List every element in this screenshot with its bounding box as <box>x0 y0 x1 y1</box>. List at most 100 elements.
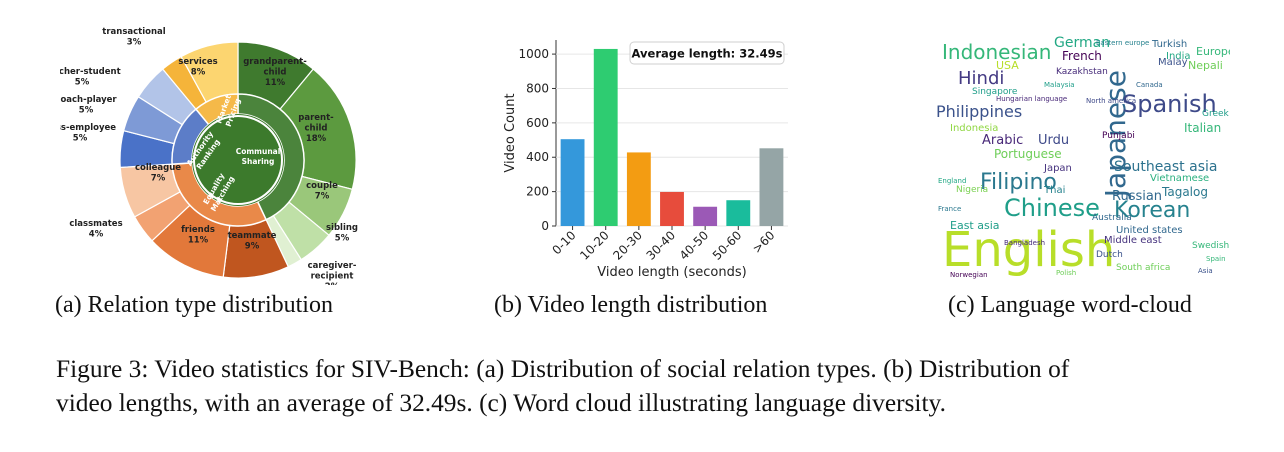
word-united-states: United states <box>1116 225 1183 236</box>
x-tick-label: 40-50 <box>677 228 712 263</box>
slice-percent-teammate: 9% <box>245 242 260 252</box>
bar-40-50 <box>693 206 718 226</box>
slice-percent-transactional: 3% <box>127 38 142 48</box>
word-polish: Polish <box>1056 269 1077 277</box>
slice-label-teammate: teammate <box>228 231 277 241</box>
word-england: England <box>938 177 967 185</box>
word-chinese: Chinese <box>1004 194 1100 222</box>
y-tick-label: 0 <box>541 219 549 233</box>
word-east-asia: East asia <box>950 219 1000 232</box>
word-singapore: Singapore <box>972 87 1018 97</box>
word-russian: Russian <box>1112 189 1163 204</box>
word-malay: Malay <box>1158 57 1188 68</box>
slice-label-sibling: sibling <box>326 223 358 233</box>
slice-label-grandparent-child: child <box>263 68 286 78</box>
slice-percent-colleague: 7% <box>151 174 166 184</box>
figure-caption: Figure 3: Video statistics for SIV-Bench… <box>56 352 1246 420</box>
slice-label-teacher-student: teacher-student <box>60 67 121 77</box>
word-arabic: Arabic <box>982 133 1024 148</box>
slice-percent-grandparent-child: 11% <box>265 78 286 88</box>
word-tagalog: Tagalog <box>1162 185 1208 199</box>
group-label-communal-sharing: Communal <box>236 147 281 156</box>
word-vietnamese: Vietnamese <box>1150 173 1210 184</box>
relation-donut-panel: Market Pricing Authority Ranking Equality Mat… <box>43 20 380 292</box>
word-swedish: Swedish <box>1192 241 1230 251</box>
word-korean: Korean <box>1114 198 1191 223</box>
x-tick-label: 20-30 <box>610 228 645 263</box>
slice-percent-coach-player: 5% <box>79 106 94 116</box>
word-german: German <box>1054 36 1111 51</box>
word-asia: Asia <box>1198 267 1213 275</box>
donut-core-ring <box>193 115 283 205</box>
slice-percent-parent-child: 18% <box>306 134 327 144</box>
slice-percent-sibling: 5% <box>335 234 350 244</box>
slice-label-parent-child: parent- <box>298 113 334 123</box>
word-australia: Australia <box>1092 213 1132 223</box>
word-nepali: Nepali <box>1188 59 1223 72</box>
video-length-bar-panel: 0 200 400 600 800 1000 0-10 10-20 20-30 30-40 40-5… <box>496 28 806 283</box>
word-europe: Europe <box>1196 45 1230 58</box>
word-greek: Greek <box>1202 109 1229 119</box>
x-tick-label: 0-10 <box>550 228 579 257</box>
slice-percent-classmates: 4% <box>89 230 104 240</box>
word-spanish: Spanish <box>1122 90 1217 118</box>
slice-label-transactional: transactional <box>102 27 165 37</box>
slice-label-parent-child: child <box>304 124 327 134</box>
y-tick-label: 600 <box>526 116 549 130</box>
word-southeast-asia: Southeast asia <box>1114 159 1218 175</box>
subcaption-b: (b) Video length distribution <box>494 292 768 318</box>
x-tick-label: 30-40 <box>644 228 679 263</box>
word-turkish: Turkish <box>1152 39 1188 50</box>
y-tick-label: 200 <box>526 185 549 199</box>
word-hindi: Hindi <box>958 68 1005 89</box>
slice-label-caregiver-recipient: recipient <box>311 272 354 282</box>
y-tick-label: 1000 <box>518 47 549 61</box>
slice-label-colleague: colleague <box>135 163 181 173</box>
slice-label-grandparent-child: grandparent- <box>243 57 307 67</box>
word-canada: Canada <box>1136 81 1163 89</box>
subcaption-c: (c) Language word-cloud <box>948 292 1192 318</box>
word-eastern-europe: Eastern europe <box>1096 39 1150 47</box>
word-filipino: Filipino <box>980 170 1057 195</box>
word-portuguese: Portuguese <box>994 147 1062 161</box>
word-indonesian: Indonesian <box>942 40 1052 64</box>
subcaption-a: (a) Relation type distribution <box>55 292 333 318</box>
slice-label-couple: couple <box>306 181 338 191</box>
slice-label-caregiver-recipient: caregiver- <box>308 261 357 271</box>
word-kazakhstan: Kazakhstan <box>1056 67 1108 77</box>
word-north-america: North america <box>1086 97 1137 105</box>
slice-label-coach-player: coach-player <box>60 95 117 105</box>
slice-percent-boss-employee: 5% <box>73 134 88 144</box>
x-tick-label: 10-20 <box>577 228 612 263</box>
word-france: France <box>938 205 962 213</box>
word-middle-east: Middle east <box>1104 235 1162 246</box>
y-axis-label: Video Count <box>503 93 518 172</box>
bar-30-40 <box>660 191 684 226</box>
x-tick-label: 50-60 <box>710 228 745 263</box>
word-french: French <box>1062 49 1102 63</box>
word-italian: Italian <box>1184 121 1222 135</box>
word-english: English <box>942 222 1116 278</box>
caption-line-1: Figure 3: Video statistics for SIV-Bench… <box>56 355 1070 383</box>
word-nigeria: Nigeria <box>956 185 989 195</box>
word-philippines: Philippines <box>936 102 1023 121</box>
relation-donut-chart: MarketPricingAuthorityRankingEqualityMat… <box>43 27 358 292</box>
slice-label-classmates: classmates <box>69 219 122 229</box>
average-annotation-box <box>629 41 785 65</box>
bar-10-20 <box>593 48 618 227</box>
slice-label-boss-employee: boss-employee <box>60 123 116 133</box>
word-spain: Spain <box>1206 255 1226 263</box>
average-annotation: Average length: 32.49s <box>632 47 783 61</box>
slice-percent-services: 8% <box>191 68 206 78</box>
word-thai: Thai <box>1044 185 1066 196</box>
bar-20-30 <box>626 152 651 226</box>
bar-0-10 <box>560 139 585 226</box>
word-urdu: Urdu <box>1038 133 1070 148</box>
bar-over-60 <box>759 148 784 226</box>
word-bangladesh: Bangladesh <box>1004 239 1046 247</box>
word-hungarian-language: Hungarian language <box>996 95 1068 103</box>
word-malaysia: Malaysia <box>1044 81 1075 89</box>
word-dutch: Dutch <box>1096 250 1123 260</box>
slice-percent-friends: 11% <box>188 236 209 246</box>
word-norwegian: Norwegian <box>950 271 988 279</box>
